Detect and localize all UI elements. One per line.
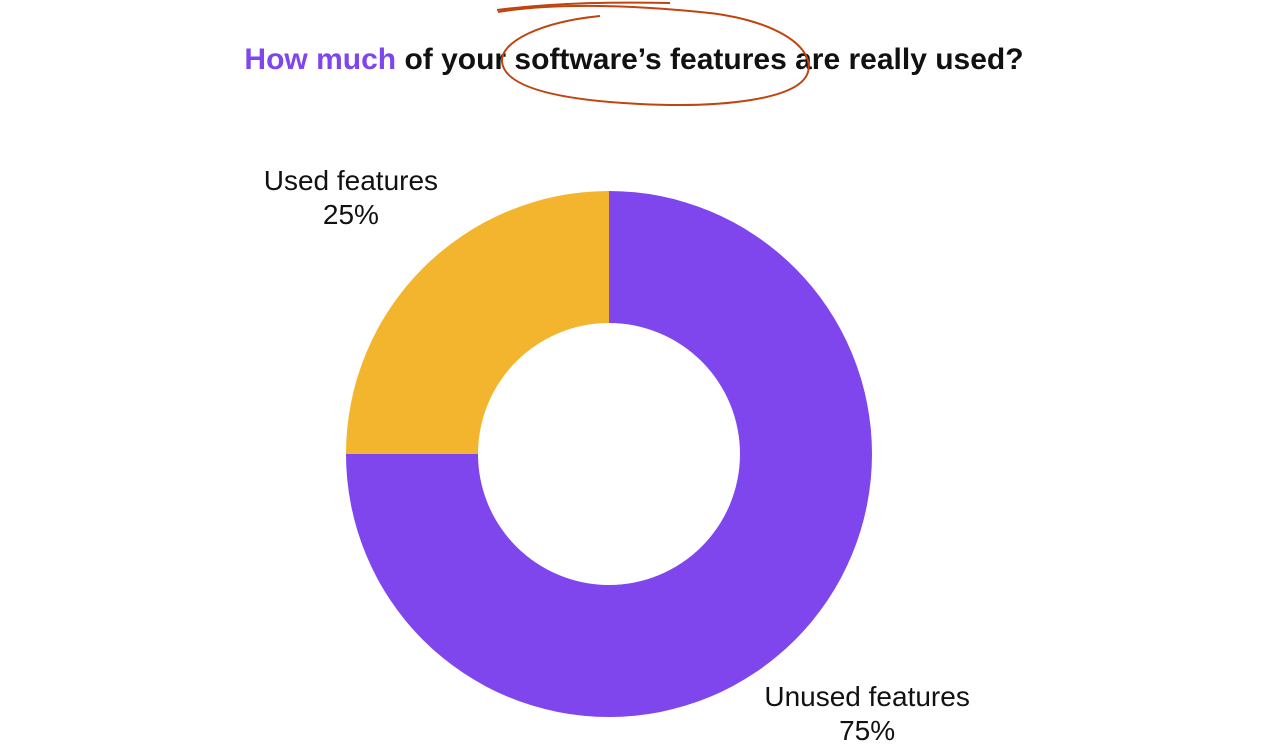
donut-slice — [346, 191, 609, 454]
hand-drawn-stroke — [496, 1, 671, 11]
title-rest: of your software’s features are really u… — [404, 43, 1023, 76]
chart-title: How much of your software’s features are… — [244, 43, 1023, 76]
hand-drawn-circle — [497, 4, 810, 106]
slice-label: Used features — [264, 165, 438, 196]
slice-value-label: 75% — [839, 715, 895, 746]
slice-value-label: 25% — [323, 199, 379, 230]
donut-slice — [346, 191, 872, 717]
donut — [346, 191, 872, 717]
title-highlight: How much — [244, 43, 396, 76]
slice-label: Unused features — [764, 681, 969, 712]
